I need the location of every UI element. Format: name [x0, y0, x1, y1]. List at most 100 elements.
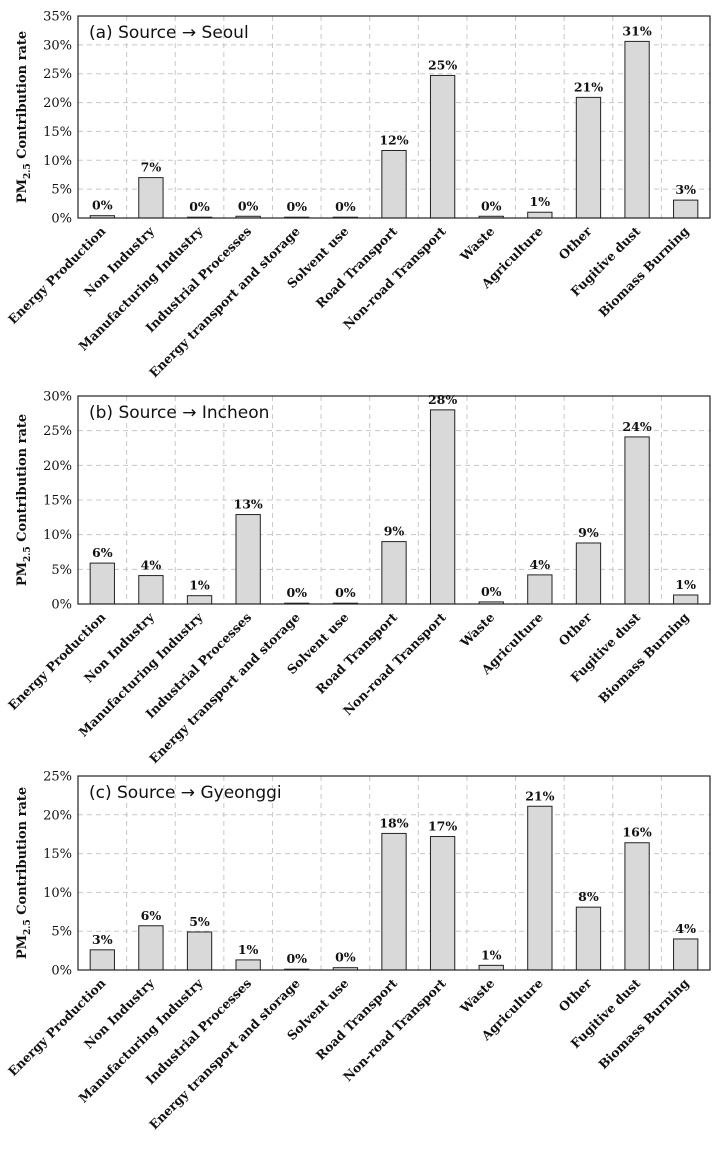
data-label: 17% — [428, 819, 457, 834]
data-label: 0% — [92, 198, 113, 213]
data-label: 4% — [141, 558, 162, 573]
panel-title: (a) Source → Seoul — [89, 23, 249, 43]
data-label: 28% — [428, 392, 457, 407]
data-label: 25% — [428, 57, 457, 72]
data-label: 12% — [379, 132, 408, 147]
panel-title: (c) Source → Gyeonggi — [89, 783, 282, 803]
x-tick-label: Other — [555, 609, 594, 648]
x-tick-label: Biomass Burning — [595, 975, 692, 1072]
bar — [673, 199, 699, 219]
bar — [478, 964, 504, 971]
data-label: 31% — [622, 23, 651, 38]
bar — [575, 96, 602, 219]
plot-frame — [77, 395, 711, 605]
y-tick-label: 35% — [43, 10, 72, 25]
bar — [527, 574, 553, 605]
y-axis-label-rest: Contribution rate — [15, 414, 30, 546]
y-tick-label: 0% — [51, 964, 72, 979]
y-axis-label-sub: 2.5 — [23, 919, 33, 935]
data-label: 0% — [286, 951, 307, 966]
x-tick-label: Energy Production — [5, 224, 108, 327]
x-tick-label: Road Transport — [313, 975, 401, 1063]
y-tick-label: 15% — [43, 847, 72, 862]
data-label: 9% — [578, 525, 599, 540]
data-label: 3% — [675, 182, 696, 197]
y-tick-label: 30% — [43, 38, 72, 53]
bar — [624, 842, 650, 971]
data-label: 1% — [675, 577, 696, 592]
bar — [429, 409, 456, 605]
x-tick-label: Waste — [456, 609, 497, 650]
y-axis-label: PM2.5 Contribution rate — [15, 787, 33, 959]
bar — [138, 575, 164, 605]
plot-frame — [77, 775, 711, 971]
bar — [527, 211, 553, 219]
y-tick-label: 10% — [43, 528, 72, 543]
data-label: 6% — [92, 545, 113, 560]
bar — [138, 925, 164, 971]
bar — [381, 149, 407, 219]
y-tick-label: 5% — [51, 183, 72, 198]
bar — [575, 906, 602, 971]
y-tick-label: 0% — [51, 212, 72, 227]
x-tick-label: Road Transport — [313, 609, 401, 697]
data-label: 0% — [335, 950, 356, 965]
data-label: 5% — [189, 914, 210, 929]
data-label: 1% — [530, 194, 551, 209]
bar — [186, 931, 213, 971]
y-axis-label-main: PM — [15, 562, 30, 586]
bar — [235, 514, 261, 605]
y-axis-label: PM2.5 Contribution rate — [15, 31, 33, 203]
data-label: 0% — [335, 199, 356, 214]
bar — [673, 594, 699, 605]
y-axis-label: PM2.5 Contribution rate — [15, 414, 33, 586]
chart-panel-c: 0%5%10%15%20%25%3%Energy Production6%Non… — [5, 770, 711, 1132]
data-label: 18% — [379, 815, 408, 830]
bar — [673, 938, 699, 971]
y-tick-label: 20% — [43, 96, 72, 111]
bar — [89, 949, 115, 971]
y-tick-label: 10% — [43, 154, 72, 169]
data-label: 0% — [189, 199, 210, 214]
chart-panel-b: 0% 5% 10% 15% 20% 25% 30% 6% Energy Production 4%… — [5, 390, 711, 766]
bar — [575, 542, 602, 605]
data-label: 21% — [525, 788, 554, 803]
data-label: 0% — [286, 585, 307, 600]
y-tick-label: 20% — [43, 808, 72, 823]
data-label: 3% — [92, 932, 113, 947]
bar — [429, 74, 456, 219]
panel-title: (b) Source → Incheon — [89, 403, 269, 423]
y-tick-label: 15% — [43, 125, 72, 140]
x-tick-label: Energy Production — [5, 976, 108, 1079]
data-label: 1% — [238, 942, 259, 957]
data-label: 0% — [238, 198, 259, 213]
x-tick-label: Energy Production — [5, 610, 108, 713]
bar — [624, 436, 650, 605]
bar — [429, 836, 456, 971]
x-tick-label: Waste — [456, 975, 497, 1016]
y-tick-label: 5% — [51, 925, 72, 940]
data-label: 8% — [578, 889, 599, 904]
bar — [381, 541, 407, 605]
x-tick-label: Biomass Burning — [595, 609, 692, 706]
data-label: 1% — [189, 578, 210, 593]
y-axis-label-main: PM — [15, 935, 30, 959]
y-tick-label: 25% — [43, 67, 72, 82]
data-label: 9% — [384, 524, 405, 539]
bar — [381, 832, 407, 971]
bar — [624, 40, 650, 219]
bar — [527, 805, 553, 971]
y-axis-label-sub: 2.5 — [23, 163, 33, 179]
chart-panel-a: 0%5%10%15%20%25%30%35%0%Energy Productio… — [5, 10, 711, 380]
y-tick-label: 25% — [43, 770, 72, 785]
y-tick-label: 30% — [43, 390, 72, 405]
y-tick-label: 5% — [51, 563, 72, 578]
y-axis-label-rest: Contribution rate — [15, 31, 30, 163]
y-tick-label: 20% — [43, 459, 72, 474]
y-axis-label-rest: Contribution rate — [15, 787, 30, 919]
plot-frame — [77, 15, 711, 219]
data-label: 0% — [481, 198, 502, 213]
x-tick-label: Other — [555, 223, 594, 262]
x-tick-label: Biomass Burning — [595, 223, 692, 320]
